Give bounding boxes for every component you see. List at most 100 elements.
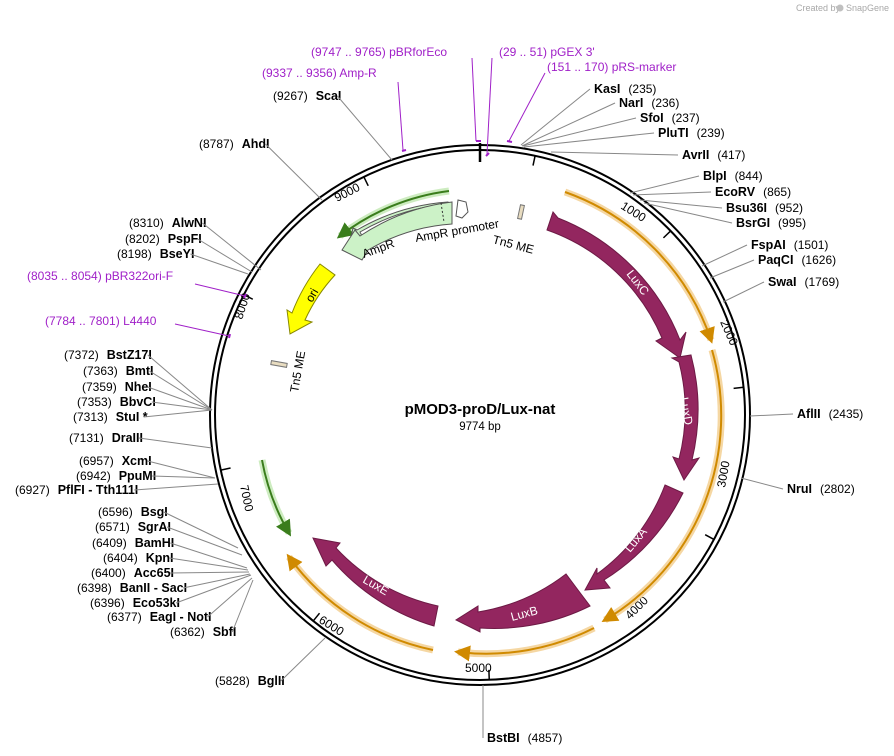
green-arc-top: [336, 187, 450, 239]
primer-name: pBR322ori-F: [105, 269, 173, 283]
site-name: AhdI: [242, 137, 270, 151]
site-position: (952): [775, 201, 803, 215]
primer-label[interactable]: (9747 .. 9765) pBRforEco: [311, 45, 447, 59]
site-position: (6957): [79, 454, 114, 468]
feature-luxb[interactable]: LuxB: [454, 573, 591, 633]
restriction-site[interactable]: (7313) StuI *: [73, 410, 148, 424]
site-leader-line: [629, 175, 700, 194]
restriction-site[interactable]: BlpI (844): [703, 169, 763, 183]
site-name: AvrII: [682, 148, 709, 162]
primer-label[interactable]: (29 .. 51) pGEX 3': [499, 45, 595, 59]
site-leader-line: [170, 542, 248, 569]
primer-label[interactable]: (7784 .. 7801) L4440: [45, 314, 157, 328]
restriction-site[interactable]: (8310) AlwNI: [129, 216, 206, 230]
feature-luxa[interactable]: LuxA: [584, 484, 684, 591]
tick-label: 5000: [465, 661, 492, 675]
restriction-site[interactable]: (6942) PpuMI: [76, 469, 156, 483]
site-leader-line: [149, 370, 213, 411]
primer-label[interactable]: (9337 .. 9356) Amp-R: [262, 66, 377, 80]
restriction-site[interactable]: (6957) XcmI: [79, 454, 152, 468]
restriction-site[interactable]: SwaI (1769): [768, 275, 839, 289]
restriction-site[interactable]: PaqCI (1626): [758, 253, 836, 267]
luxb-label: LuxB: [509, 603, 539, 624]
primer-name: pBRforEco: [389, 45, 447, 59]
restriction-site[interactable]: BsrGI (995): [736, 216, 806, 230]
feature-tn5me-left[interactable]: Tn5 ME: [270, 350, 308, 394]
restriction-site[interactable]: (6596) BsgI: [98, 505, 168, 519]
feature-tn5me-top[interactable]: Tn5 ME: [491, 204, 535, 257]
feature-ori[interactable]: ori: [286, 263, 336, 335]
site-name: BsrGI: [736, 216, 770, 230]
restriction-site[interactable]: (6404) KpnI: [103, 551, 173, 565]
site-leader-line: [197, 238, 253, 273]
restriction-site[interactable]: NruI (2802): [787, 482, 855, 496]
restriction-site[interactable]: EcoRV (865): [715, 185, 791, 199]
orange-arc-left: [286, 553, 434, 654]
restriction-site[interactable]: (9267) ScaI: [273, 89, 341, 103]
site-name: PflFI - Tth111I: [58, 483, 139, 497]
site-position: (6362): [170, 625, 205, 639]
site-name: BstBI: [487, 731, 520, 745]
watermark-brand: SnapGene: [846, 3, 889, 13]
site-leader-line: [337, 95, 393, 161]
restriction-site[interactable]: (6362) SbfI: [170, 625, 236, 639]
restriction-site[interactable]: (8202) PspFI: [125, 232, 202, 246]
restriction-site[interactable]: (6409) BamHI: [92, 536, 174, 550]
tick-mark: [312, 612, 321, 622]
site-name: PpuMI: [119, 469, 157, 483]
site-position: (8787): [199, 137, 234, 151]
site-leader-line: [523, 132, 655, 148]
restriction-site[interactable]: AvrII (417): [682, 148, 745, 162]
site-name: BanII - SacI: [120, 581, 187, 595]
restriction-site[interactable]: AflII (2435): [797, 407, 863, 421]
site-position: (6400): [91, 566, 126, 580]
feature-luxd[interactable]: LuxD: [670, 354, 701, 481]
restriction-site[interactable]: (6396) Eco53kI: [90, 596, 180, 610]
primer-range: (8035 .. 8054): [27, 269, 105, 283]
restriction-site[interactable]: (8787) AhdI: [199, 137, 269, 151]
primer-label[interactable]: (8035 .. 8054) pBR322ori-F: [27, 269, 173, 283]
site-position: (236): [651, 96, 679, 110]
restriction-site[interactable]: (8198) BseYI: [117, 247, 194, 261]
feature-ampr[interactable]: AmpR: [341, 201, 453, 261]
site-leader-line: [143, 409, 213, 418]
site-position: (4857): [528, 731, 563, 745]
restriction-site[interactable]: (7363) BmtI: [83, 364, 153, 378]
restriction-site[interactable]: FspAI (1501): [751, 238, 828, 252]
tick-mark: [704, 534, 715, 541]
tn5me-left-label: Tn5 ME: [287, 350, 308, 394]
restriction-site[interactable]: (7131) DraIII: [69, 431, 143, 445]
restriction-site[interactable]: (6377) EagI - NotI: [107, 610, 212, 624]
site-leader-line: [740, 477, 784, 490]
restriction-site[interactable]: (5828) BglII: [215, 674, 285, 688]
restriction-site[interactable]: BstBI (4857): [487, 731, 562, 745]
restriction-site[interactable]: KasI (235): [594, 82, 656, 96]
restriction-site[interactable]: PluTI (239): [658, 126, 725, 140]
feature-luxe[interactable]: LuxE: [312, 537, 439, 627]
primer-range: (7784 .. 7801): [45, 314, 123, 328]
restriction-site[interactable]: (7353) BbvCI: [77, 395, 156, 409]
primer-name: pGEX 3': [550, 45, 594, 59]
snapgene-logo-icon: [836, 4, 844, 12]
site-position: (7363): [83, 364, 118, 378]
restriction-site[interactable]: (6398) BanII - SacI: [77, 581, 187, 595]
site-name: PspFI: [168, 232, 202, 246]
primer-label[interactable]: (151 .. 170) pRS-marker: [547, 60, 676, 74]
site-leader-line: [207, 577, 253, 618]
site-position: (6396): [90, 596, 125, 610]
restriction-site[interactable]: (6571) SgrAI: [95, 520, 171, 534]
site-leader-line: [134, 483, 219, 491]
orange-arc-top: [563, 188, 715, 344]
restriction-site[interactable]: (6400) Acc65I: [91, 566, 174, 580]
restriction-site[interactable]: (6927) PflFI - Tth111I: [15, 483, 138, 497]
restriction-site[interactable]: (7372) BstZ17I: [64, 348, 152, 362]
tick-mark: [733, 386, 744, 390]
restriction-site[interactable]: NarI (236): [619, 96, 679, 110]
feature-luxc[interactable]: LuxC: [546, 210, 687, 359]
site-name: StuI *: [116, 410, 148, 424]
restriction-site[interactable]: (7359) NheI: [82, 380, 152, 394]
restriction-site[interactable]: SfoI (237): [640, 111, 700, 125]
primer-range: (151 .. 170): [547, 60, 612, 74]
site-position: (5828): [215, 674, 250, 688]
restriction-site[interactable]: Bsu36I (952): [726, 201, 803, 215]
